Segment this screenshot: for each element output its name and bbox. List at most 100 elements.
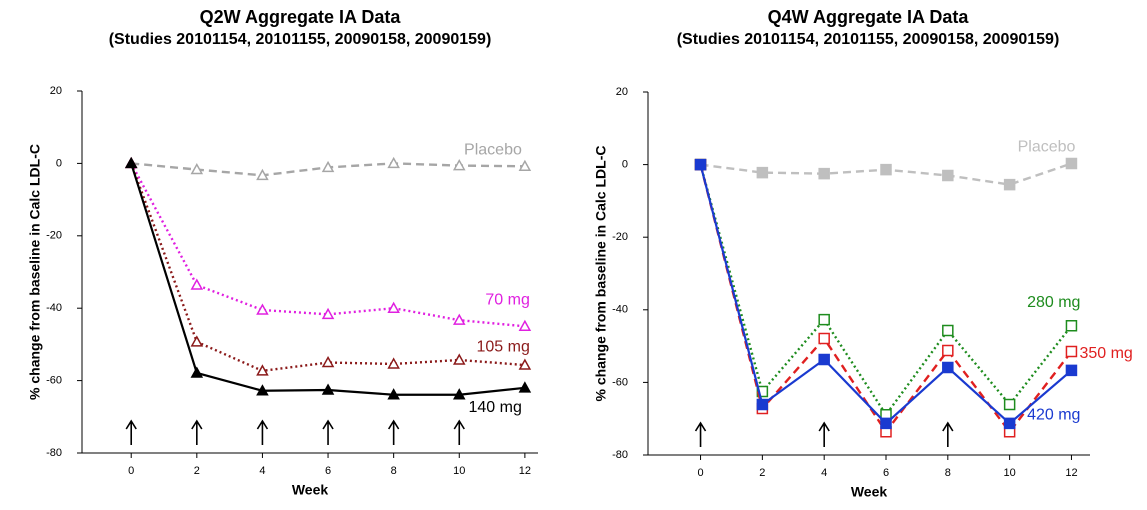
dose-arrow (125, 419, 137, 445)
chart-subtitle: (Studies 20101154, 20101155, 20090158, 2… (677, 31, 1060, 48)
series-line (130, 162, 525, 373)
dose-arrow (322, 419, 334, 445)
x-tick-label: 12 (519, 465, 531, 477)
data-point (1003, 417, 1016, 430)
data-point (452, 353, 466, 365)
x-tick-label: 2 (759, 467, 765, 479)
y-tick-label: -60 (612, 376, 628, 388)
data-point (190, 278, 204, 290)
data-point (190, 335, 204, 347)
chart: Q4W Aggregate IA Data (Studies 20101154, … (593, 7, 1133, 500)
data-point (190, 366, 204, 378)
chart-title: Q4W Aggregate IA Data (768, 7, 970, 27)
x-tick-label: 12 (1065, 467, 1077, 479)
data-point (387, 388, 400, 400)
series-line (699, 164, 1073, 425)
x-tick-label: 10 (1004, 467, 1016, 479)
y-tick-label: -40 (612, 304, 628, 316)
x-tick-label: 10 (453, 465, 465, 477)
dose-arrow (818, 421, 830, 447)
series-line (699, 164, 1073, 434)
data-point (452, 388, 466, 400)
data-point (1065, 364, 1078, 377)
y-tick-label: -20 (612, 231, 628, 243)
dose-arrow (453, 419, 465, 445)
y-tick-label: 0 (56, 157, 62, 169)
series-label: 105 mg (477, 338, 530, 355)
data-point (818, 353, 830, 366)
series-label: 140 mg (469, 399, 522, 416)
series-line (130, 162, 525, 328)
data-point (256, 168, 269, 181)
x-tick-label: 0 (697, 467, 703, 479)
series-label: 350 mg (1079, 345, 1132, 362)
dose-arrow (191, 419, 203, 445)
data-point (1065, 320, 1078, 332)
series-label: 280 mg (1027, 294, 1080, 311)
data-point (1003, 398, 1016, 411)
data-point (1003, 178, 1016, 191)
series-label: 70 mg (485, 292, 529, 309)
data-point (518, 381, 532, 393)
y-tick-label: 20 (616, 86, 628, 98)
series-label: 420 mg (1027, 407, 1080, 424)
data-point (452, 313, 466, 325)
x-tick-label: 8 (391, 465, 397, 477)
data-point (387, 357, 400, 369)
data-point (518, 358, 532, 370)
x-axis-label: Week (851, 484, 888, 500)
series-label: Placebo (1018, 139, 1076, 156)
data-point (518, 319, 532, 332)
x-axis-label: Week (292, 482, 329, 498)
data-point (256, 384, 269, 396)
data-point (321, 355, 335, 368)
x-tick-label: 6 (883, 467, 889, 479)
data-point (518, 159, 532, 172)
data-point (880, 417, 892, 430)
data-point (942, 344, 954, 357)
chart: Q2W Aggregate IA Data (Studies 20101154, … (27, 7, 538, 498)
data-point (880, 163, 892, 176)
y-tick-label: -80 (612, 449, 628, 461)
data-point (818, 332, 830, 345)
y-tick-label: -20 (46, 230, 62, 242)
data-point (818, 313, 830, 326)
data-point (818, 167, 830, 180)
y-axis-label: % change from baseline in Calc LDL-C (27, 144, 43, 400)
dose-arrow (387, 419, 400, 445)
data-point (942, 324, 954, 337)
x-tick-label: 6 (325, 465, 331, 477)
data-point (942, 169, 954, 182)
data-point (1065, 157, 1078, 170)
data-point (452, 159, 466, 171)
series-label: Placebo (464, 142, 522, 159)
data-point (942, 361, 954, 374)
data-point (1065, 345, 1078, 358)
y-tick-label: 0 (622, 159, 628, 171)
x-tick-label: 4 (821, 467, 827, 479)
data-point (756, 166, 769, 179)
data-point (387, 301, 400, 313)
chart-title: Q2W Aggregate IA Data (200, 7, 402, 27)
y-tick-label: 20 (50, 85, 62, 97)
x-tick-label: 8 (945, 467, 951, 479)
y-tick-label: -60 (46, 375, 62, 387)
data-point (321, 160, 335, 173)
data-point (694, 158, 707, 171)
data-point (190, 163, 204, 175)
x-tick-label: 0 (128, 465, 134, 477)
y-tick-label: -40 (46, 302, 62, 314)
dose-arrow (256, 419, 269, 445)
x-tick-label: 2 (194, 465, 200, 477)
y-tick-label: -80 (46, 447, 62, 459)
x-tick-label: 4 (259, 465, 265, 477)
data-point (321, 383, 335, 395)
data-point (387, 156, 400, 169)
dose-arrow (694, 421, 707, 447)
chart-subtitle: (Studies 20101154, 20101155, 20090158, 2… (109, 31, 492, 48)
data-point (756, 398, 769, 411)
data-point (124, 156, 138, 169)
data-point (256, 364, 269, 376)
data-point (321, 307, 335, 320)
